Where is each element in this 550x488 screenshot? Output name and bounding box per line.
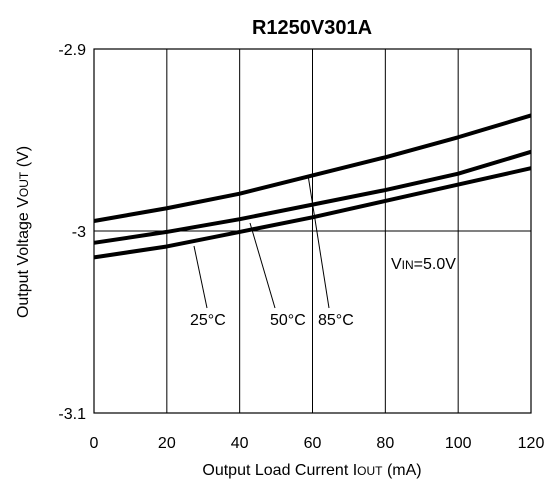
series-line: [93, 113, 532, 223]
series-labels: 25°C 50°C 85°C: [190, 174, 354, 329]
x-tick-label: 40: [231, 435, 249, 452]
y-axis-label: Output Voltage VOUT (V): [15, 146, 32, 318]
label-leader-line: [193, 245, 208, 309]
x-axis-label-tail: (mA): [383, 462, 422, 479]
y-tick-labels: -2.9 -3 -3.1: [58, 42, 86, 423]
x-tick-label: 0: [90, 435, 99, 452]
vin-annotation: VIN=5.0V: [391, 256, 456, 273]
x-tick-label: 60: [304, 435, 322, 452]
series-label: 25°C: [190, 312, 226, 329]
series-line: [93, 166, 532, 260]
y-tick-label: -3: [72, 224, 86, 241]
vin-annotation-main: V: [391, 256, 402, 273]
y-axis-label-sub: OUT: [17, 171, 31, 197]
x-axis-label-sub: OUT: [357, 464, 383, 478]
chart-title: R1250V301A: [252, 17, 372, 39]
x-tick-label: 80: [376, 435, 394, 452]
label-leader-line: [307, 174, 330, 309]
x-axis-label-main: Output Load Current I: [202, 462, 357, 479]
y-tick-label: -2.9: [58, 42, 86, 59]
x-tick-label: 120: [518, 435, 545, 452]
plot-frame: [93, 48, 532, 414]
x-axis-label: Output Load Current IOUT (mA): [202, 462, 421, 479]
label-leader-line: [249, 222, 276, 309]
series-label: 50°C: [270, 312, 306, 329]
vin-annotation-tail: =5.0V: [414, 256, 457, 273]
series-label: 85°C: [318, 312, 354, 329]
vin-annotation-sub: IN: [402, 258, 414, 272]
x-tick-label: 100: [445, 435, 472, 452]
y-axis-label-main: Output Voltage V: [15, 197, 32, 318]
y-axis-label-tail: (V): [15, 146, 32, 172]
x-tick-labels: 0 20 40 60 80 100 120: [90, 435, 545, 452]
y-tick-label: -3.1: [58, 406, 86, 423]
x-tick-label: 20: [158, 435, 176, 452]
